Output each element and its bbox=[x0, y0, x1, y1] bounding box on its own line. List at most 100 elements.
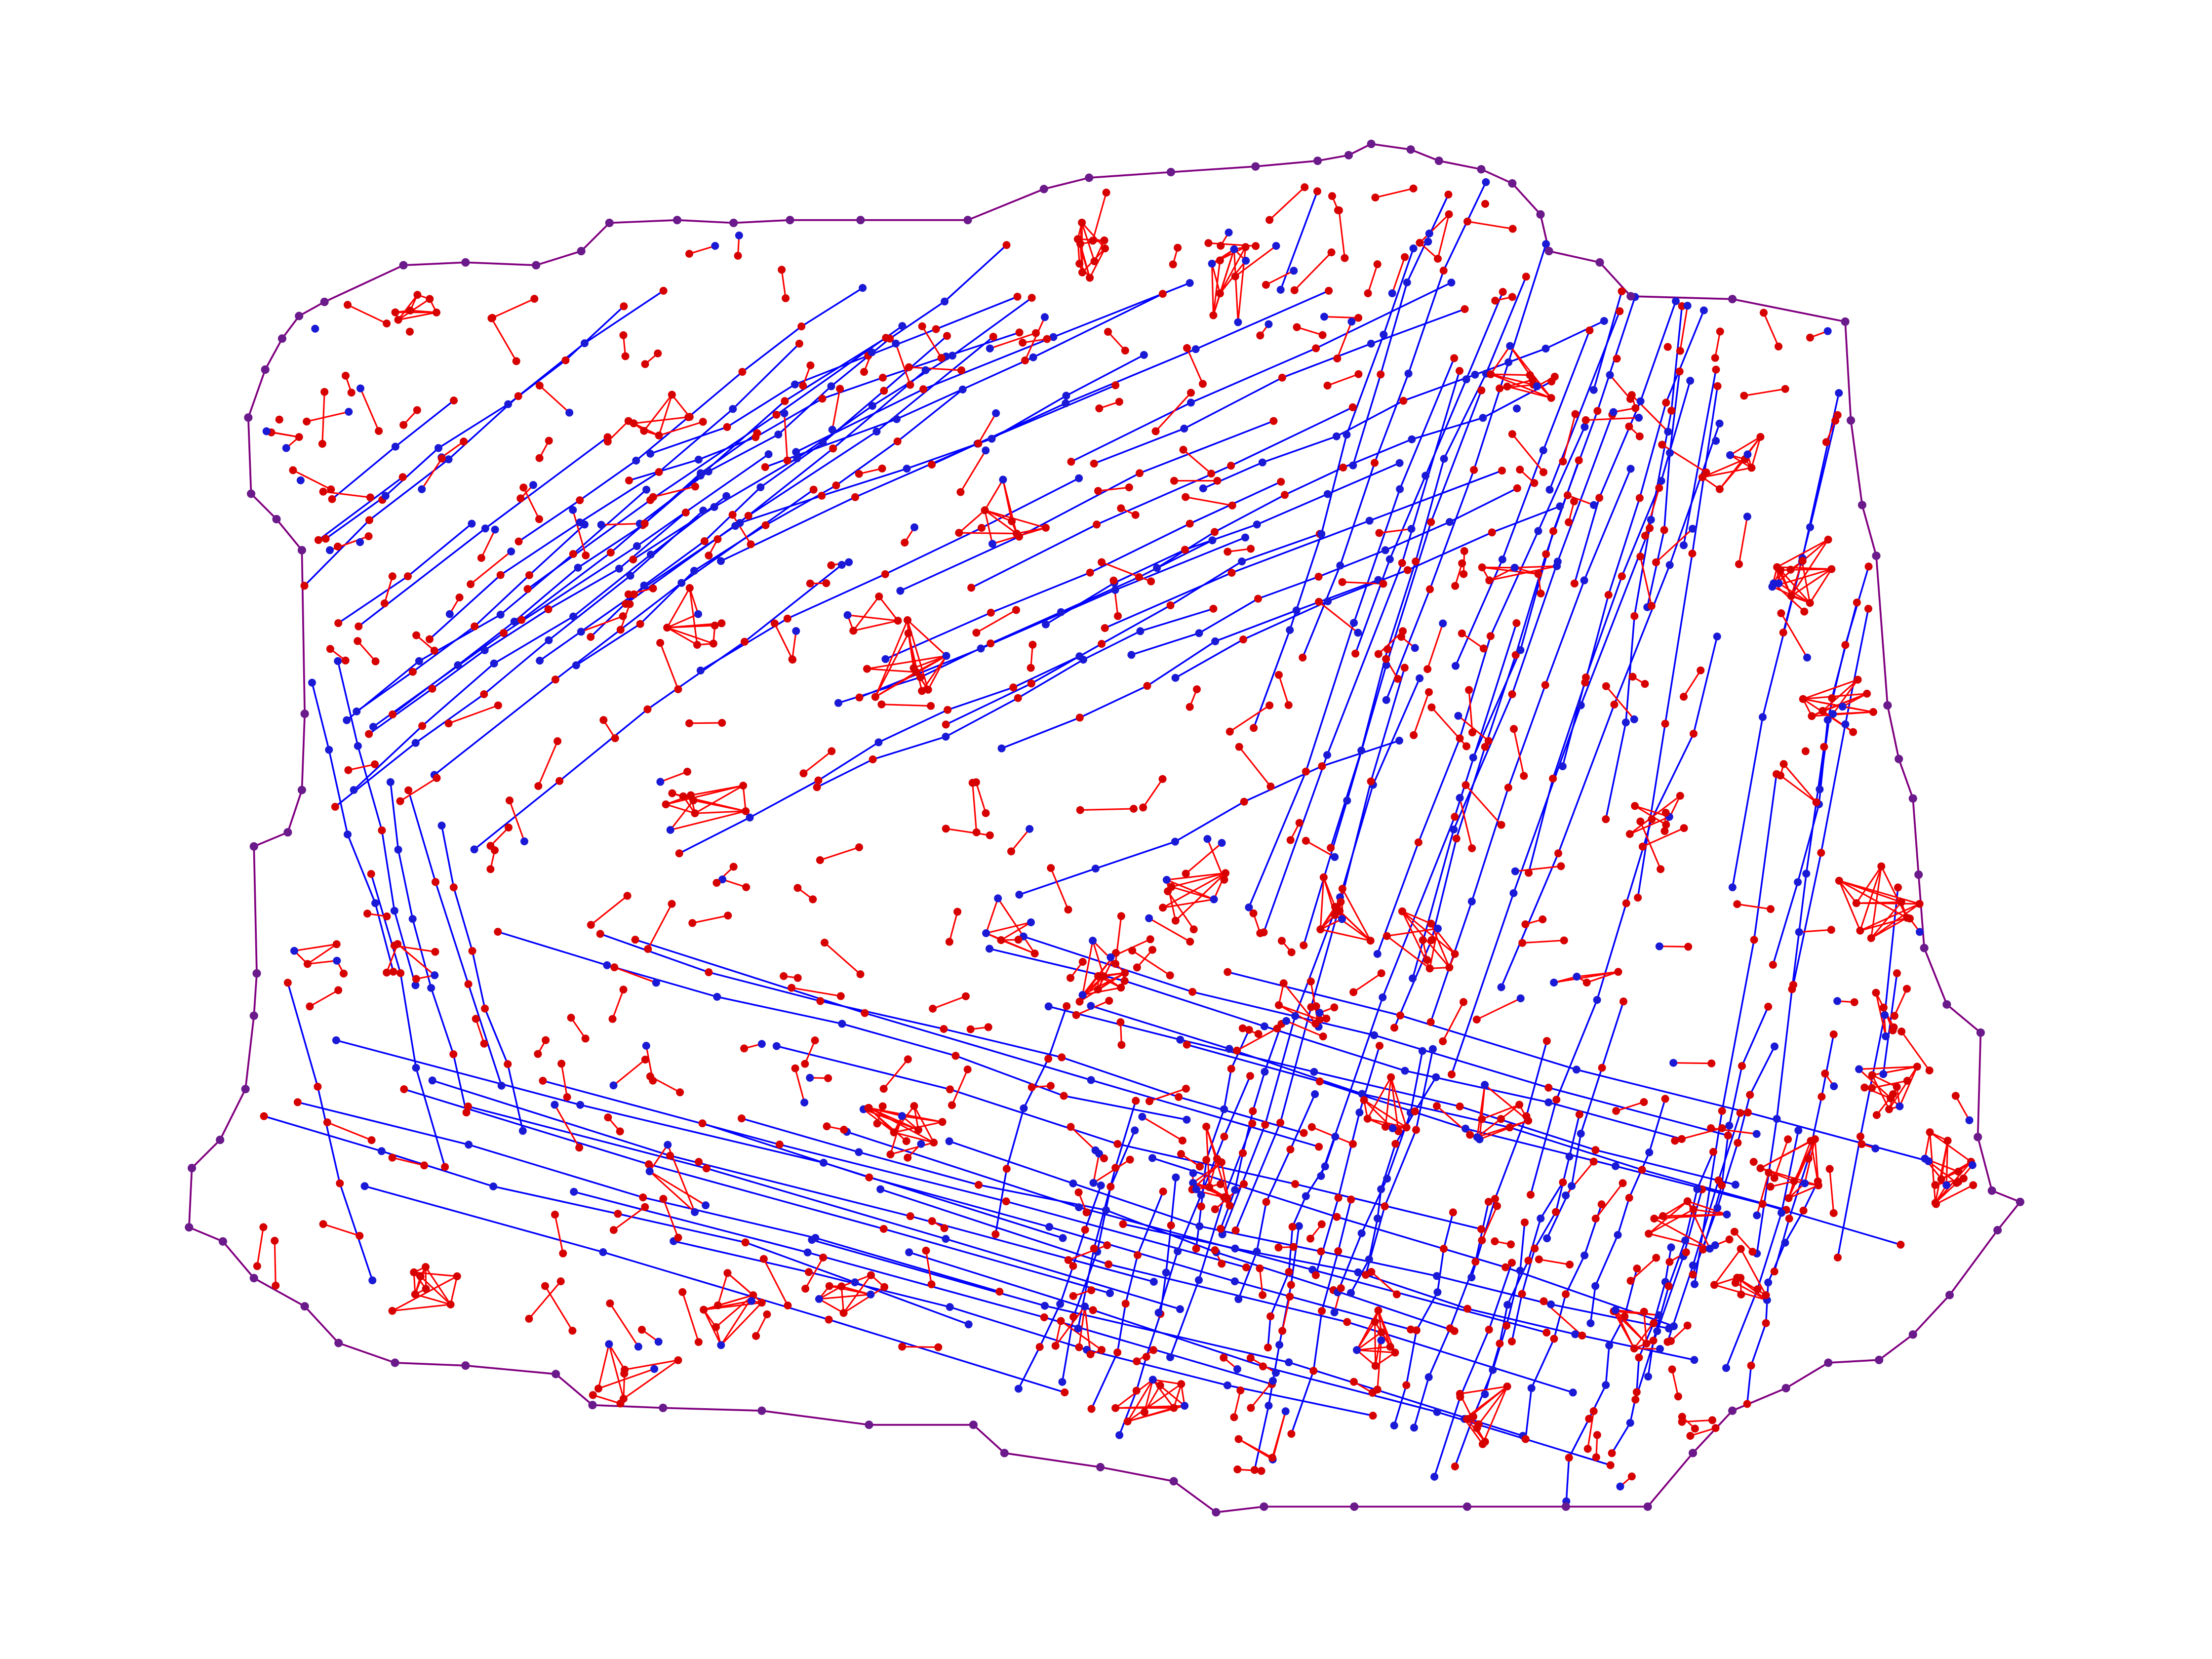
interior-edge bbox=[1756, 1212, 1782, 1290]
graph-node bbox=[576, 496, 584, 505]
graph-node bbox=[455, 593, 464, 601]
graph-node bbox=[948, 1101, 956, 1109]
graph-node bbox=[641, 1056, 649, 1064]
graph-node bbox=[975, 1181, 983, 1189]
graph-node bbox=[1128, 947, 1137, 955]
graph-node bbox=[1147, 577, 1155, 586]
cluster-edge bbox=[1342, 581, 1383, 585]
interior-edge bbox=[1282, 343, 1372, 379]
graph-node bbox=[1806, 333, 1814, 342]
graph-node bbox=[942, 652, 950, 660]
interior-edge bbox=[994, 1168, 1008, 1235]
graph-node bbox=[380, 599, 389, 608]
cluster-edge bbox=[1482, 1386, 1508, 1445]
graph-node bbox=[742, 883, 750, 891]
graph-node bbox=[383, 319, 391, 328]
graph-node bbox=[427, 984, 435, 992]
interior-edge bbox=[1072, 1229, 1086, 1266]
graph-node bbox=[1278, 937, 1286, 945]
graph-node bbox=[1806, 599, 1814, 607]
graph-node bbox=[927, 1280, 936, 1289]
graph-node bbox=[1239, 1149, 1247, 1157]
graph-node bbox=[818, 492, 826, 500]
cluster-edge bbox=[1211, 263, 1221, 294]
graph-node bbox=[412, 975, 420, 983]
graph-node bbox=[1674, 1392, 1682, 1401]
cluster-edge bbox=[399, 777, 437, 802]
graph-node bbox=[1261, 1067, 1269, 1076]
graph-node bbox=[1172, 1173, 1180, 1182]
graph-node bbox=[1614, 968, 1622, 976]
cluster-edge bbox=[1595, 1183, 1623, 1219]
graph-node bbox=[910, 1102, 918, 1110]
graph-node bbox=[356, 384, 364, 393]
graph-node bbox=[1644, 1373, 1652, 1381]
graph-node bbox=[1702, 468, 1710, 476]
graph-node bbox=[836, 385, 844, 393]
boundary-edge bbox=[1976, 1032, 1982, 1137]
cluster-edge bbox=[1236, 1027, 1278, 1052]
graph-node bbox=[594, 1384, 603, 1393]
interior-edge bbox=[407, 790, 436, 882]
graph-node bbox=[1581, 416, 1590, 424]
graph-node bbox=[608, 1015, 617, 1023]
graph-node bbox=[1350, 619, 1358, 627]
graph-node bbox=[480, 646, 489, 654]
graph-node bbox=[303, 960, 312, 968]
graph-node bbox=[829, 444, 837, 453]
cluster-edge bbox=[774, 623, 793, 660]
graph-node bbox=[344, 301, 352, 309]
interior-edge bbox=[1305, 622, 1355, 772]
graph-node bbox=[1835, 876, 1843, 885]
graph-node bbox=[668, 391, 676, 399]
graph-node bbox=[791, 380, 799, 389]
graph-node bbox=[654, 349, 662, 357]
cluster-edge bbox=[1367, 1076, 1392, 1119]
graph-node bbox=[1889, 1026, 1897, 1034]
graph-node bbox=[1557, 862, 1565, 870]
graph-node bbox=[981, 506, 989, 514]
graph-node bbox=[576, 518, 584, 526]
graph-node bbox=[1731, 1279, 1739, 1287]
graph-node bbox=[596, 930, 604, 938]
cluster-edge bbox=[294, 943, 337, 952]
graph-node bbox=[504, 1060, 512, 1068]
cluster-edge bbox=[1643, 1311, 1648, 1344]
graph-node bbox=[1558, 762, 1567, 770]
interior-edge bbox=[1302, 565, 1341, 658]
cluster-edge bbox=[1413, 692, 1430, 736]
cluster-edge bbox=[867, 655, 947, 670]
interior-edge bbox=[1091, 1079, 1319, 1148]
interior-edge bbox=[1017, 659, 1084, 699]
cluster-edge bbox=[307, 943, 337, 965]
interior-edge bbox=[403, 1088, 649, 1165]
graph-node bbox=[1452, 662, 1460, 670]
interior-edge bbox=[334, 742, 416, 808]
interior-edge bbox=[720, 496, 856, 562]
interior-edge bbox=[467, 984, 503, 1086]
cluster-edge bbox=[666, 803, 695, 814]
cluster-edge bbox=[1211, 263, 1214, 316]
graph-node bbox=[695, 1158, 703, 1166]
graph-node bbox=[1430, 1472, 1439, 1481]
graph-node bbox=[1798, 557, 1807, 565]
graph-node bbox=[559, 1249, 567, 1258]
graph-node bbox=[1047, 1082, 1055, 1090]
graph-node bbox=[1106, 1289, 1114, 1298]
cluster-edge bbox=[660, 771, 688, 783]
cluster-edge bbox=[662, 1198, 679, 1238]
graph-node bbox=[748, 1297, 755, 1305]
interior-edge bbox=[1410, 1051, 1423, 1113]
interior-edge bbox=[548, 568, 620, 610]
cluster-edge bbox=[470, 551, 512, 585]
interior-edge bbox=[1555, 999, 1598, 1100]
graph-node bbox=[778, 266, 786, 274]
graph-node bbox=[1381, 1202, 1389, 1211]
graph-node bbox=[1374, 1306, 1382, 1314]
interior-edge bbox=[635, 939, 865, 1014]
graph-node bbox=[530, 295, 539, 303]
interior-edge bbox=[412, 626, 475, 672]
interior-edge bbox=[949, 1140, 1073, 1185]
cluster-edge bbox=[951, 1069, 969, 1106]
interior-edge bbox=[1598, 400, 1642, 498]
